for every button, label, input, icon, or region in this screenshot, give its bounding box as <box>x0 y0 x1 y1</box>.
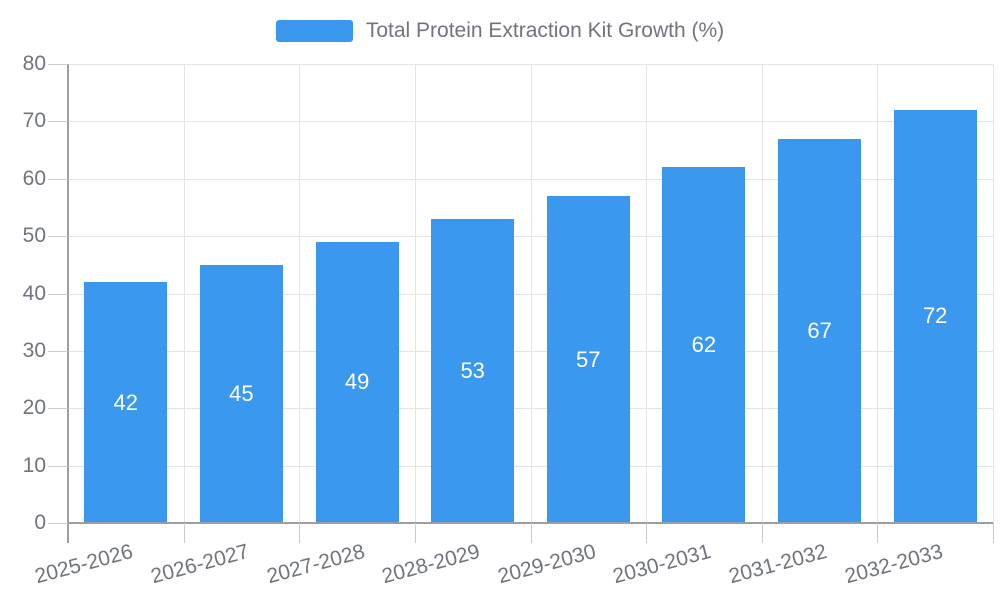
x-axis-label: 2031-2032 <box>726 540 830 589</box>
x-axis-label: 2026-2027 <box>148 540 252 589</box>
bar[interactable]: 57 <box>546 196 630 523</box>
y-axis-label: 0 <box>34 511 46 534</box>
x-tick-mark <box>761 523 763 543</box>
x-axis-label: 2027-2028 <box>264 540 368 589</box>
x-axis-label: 2029-2030 <box>495 540 599 589</box>
y-axis-label: 50 <box>22 224 46 248</box>
y-tick-mark <box>48 523 68 524</box>
bar-value-label: 67 <box>807 317 832 343</box>
legend-label: Total Protein Extraction Kit Growth (%) <box>365 19 725 42</box>
y-axis-label: 30 <box>22 338 46 362</box>
gridline-vertical <box>877 64 879 523</box>
legend[interactable]: Total Protein Extraction Kit Growth (%) <box>0 20 1000 42</box>
gridline-vertical <box>183 64 185 523</box>
gridline-vertical <box>530 64 532 523</box>
bar[interactable]: 53 <box>431 218 515 523</box>
gridline-vertical <box>414 64 416 523</box>
bar[interactable]: 49 <box>315 241 399 523</box>
bar[interactable]: 67 <box>778 138 862 523</box>
x-tick-mark <box>993 523 994 543</box>
gridline-vertical <box>299 64 301 523</box>
gridline-horizontal <box>68 64 993 65</box>
y-tick-mark <box>48 293 68 295</box>
gridline-vertical <box>993 64 994 523</box>
x-axis-label: 2030-2031 <box>610 540 714 589</box>
y-axis-label: 60 <box>22 166 46 190</box>
bar[interactable]: 62 <box>662 167 746 523</box>
y-tick-mark <box>48 465 68 467</box>
y-tick-mark <box>48 64 68 65</box>
bar-value-label: 42 <box>113 389 139 415</box>
y-axis-label: 40 <box>22 281 46 305</box>
bar[interactable]: 42 <box>84 282 168 523</box>
y-axis-label: 70 <box>22 109 46 133</box>
bar[interactable]: 72 <box>893 109 977 523</box>
y-tick-mark <box>48 408 68 410</box>
x-axis-label: 2032-2033 <box>842 540 946 589</box>
y-tick-mark <box>48 236 68 238</box>
bar[interactable]: 45 <box>199 264 283 523</box>
x-tick-mark <box>299 523 301 543</box>
y-axis-label: 20 <box>22 396 46 420</box>
y-tick-mark <box>48 121 68 123</box>
bar-value-label: 72 <box>922 303 948 329</box>
y-tick-mark <box>48 178 68 180</box>
bar-value-label: 62 <box>691 332 717 358</box>
bar-value-label: 45 <box>229 380 254 406</box>
bar-value-label: 57 <box>576 346 601 372</box>
x-axis-label: 2028-2029 <box>379 540 483 589</box>
y-tick-mark <box>48 350 68 352</box>
gridline-horizontal <box>68 121 993 123</box>
x-tick-mark <box>530 523 532 543</box>
y-axis-line <box>67 64 69 543</box>
x-tick-mark <box>877 523 879 543</box>
y-axis-label: 10 <box>22 453 46 477</box>
bar-value-label: 53 <box>460 357 485 383</box>
gridline-vertical <box>761 64 763 523</box>
bar-value-label: 49 <box>344 369 370 395</box>
legend-swatch-icon <box>275 20 353 42</box>
x-tick-mark <box>414 523 416 543</box>
x-tick-mark <box>646 523 648 543</box>
y-axis-label: 80 <box>22 52 46 75</box>
x-axis-label: 2025-2026 <box>32 540 136 589</box>
x-tick-mark <box>183 523 185 543</box>
gridline-vertical <box>646 64 648 523</box>
